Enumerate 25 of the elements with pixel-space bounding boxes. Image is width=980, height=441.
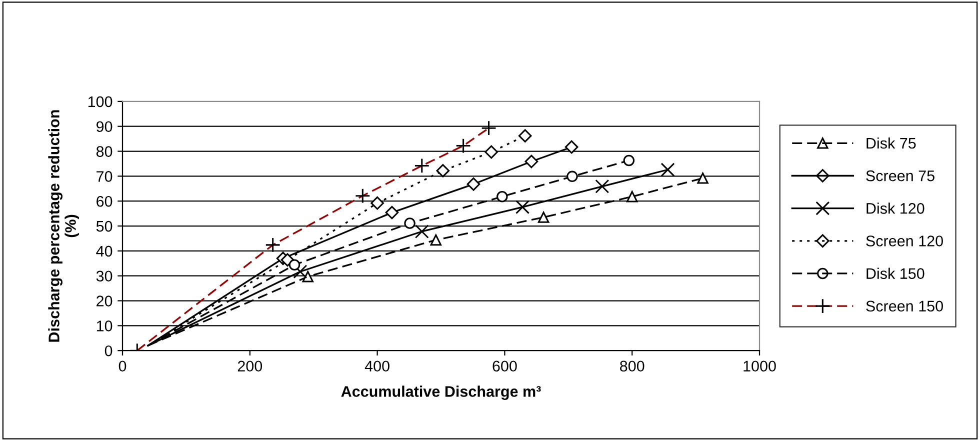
y-tick-label: 20: [96, 296, 112, 306]
legend-label: Screen 120: [866, 236, 943, 246]
legend-label: Screen 75: [866, 170, 934, 182]
y-tick-label: 60: [96, 196, 112, 207]
y-axis-title: Discharge percentage reduction (%): [48, 110, 79, 342]
y-tick-label: 100: [88, 96, 112, 108]
y-tick-label: 0: [104, 345, 112, 356]
y-tick-label: 30: [96, 270, 112, 282]
x-tick-label: 400: [364, 360, 390, 372]
legend-label: Disk 150: [866, 268, 924, 279]
legend-label: Disk 75: [866, 137, 916, 149]
legend-label: Disk 120: [866, 202, 924, 214]
x-axis-title: Accumulative Discharge m³: [341, 386, 541, 400]
y-tick-label: 40: [96, 246, 112, 257]
y-tick-label: 70: [96, 171, 112, 182]
x-tick-label: 200: [238, 360, 262, 372]
y-tick-label: 90: [96, 121, 112, 132]
y-tick-label: 50: [96, 220, 112, 232]
x-tick-label: 1000: [744, 360, 776, 372]
legend-label: Screen 150: [866, 300, 943, 312]
y-tick-label: 10: [96, 320, 112, 332]
x-tick-label: 600: [492, 360, 517, 372]
x-tick-label: 800: [620, 360, 644, 372]
y-tick-label: 80: [96, 146, 112, 157]
x-tick-label: 0: [118, 360, 126, 372]
